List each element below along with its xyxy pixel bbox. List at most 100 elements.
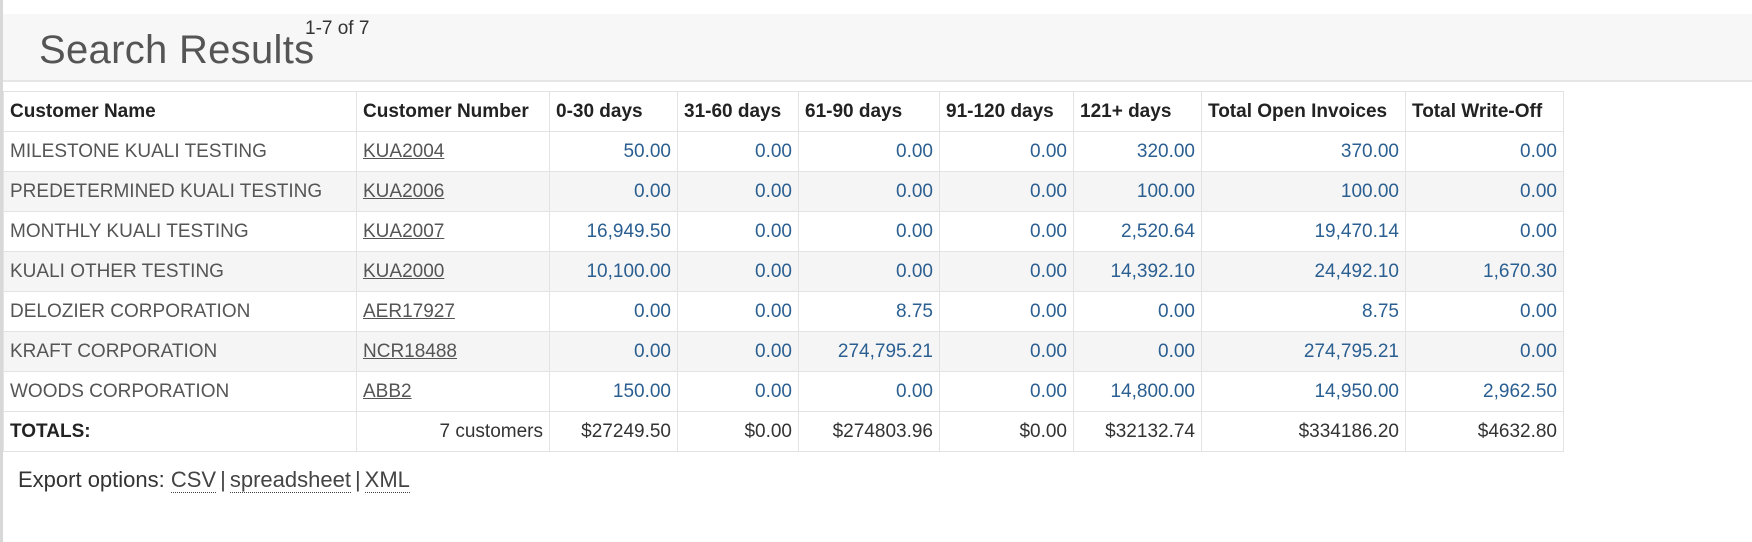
table-row: MONTHLY KUALI TESTING KUA2007 16,949.50 … xyxy=(3,211,1564,252)
amount-91-120: 0.00 xyxy=(939,371,1074,412)
amount-write-off: 0.00 xyxy=(1405,131,1564,172)
col-customer-name[interactable]: Customer Name xyxy=(3,91,357,132)
customer-number-link[interactable]: ABB2 xyxy=(363,380,412,402)
export-csv-link[interactable]: CSV xyxy=(170,467,217,493)
col-total-write-off[interactable]: Total Write-Off xyxy=(1405,91,1564,132)
amount-31-60: 0.00 xyxy=(677,331,799,372)
col-91-120-days[interactable]: 91-120 days xyxy=(939,91,1074,132)
amount-31-60: 0.00 xyxy=(677,291,799,332)
export-separator: | xyxy=(354,467,361,492)
totals-row: TOTALS: 7 customers $27249.50 $0.00 $274… xyxy=(3,411,1564,452)
customer-name: KRAFT CORPORATION xyxy=(3,331,357,372)
amount-31-60: 0.00 xyxy=(677,171,799,212)
amount-91-120: 0.00 xyxy=(939,171,1074,212)
amount-31-60: 0.00 xyxy=(677,371,799,412)
amount-91-120: 0.00 xyxy=(939,251,1074,292)
total-open-invoices: $334186.20 xyxy=(1201,411,1406,452)
customer-number-link[interactable]: KUA2006 xyxy=(363,180,445,202)
customer-name: PREDETERMINED KUALI TESTING xyxy=(3,171,357,212)
amount-91-120: 0.00 xyxy=(939,291,1074,332)
amount-121-plus: 320.00 xyxy=(1073,131,1202,172)
amount-31-60: 0.00 xyxy=(677,211,799,252)
amount-0-30: 50.00 xyxy=(549,131,678,172)
amount-121-plus: 2,520.64 xyxy=(1073,211,1202,252)
amount-0-30: 0.00 xyxy=(549,331,678,372)
customer-number-link[interactable]: AER17927 xyxy=(363,300,455,322)
export-separator: | xyxy=(220,467,226,492)
amount-61-90: 0.00 xyxy=(798,211,940,252)
table-row: KRAFT CORPORATION NCR18488 0.00 0.00 274… xyxy=(3,331,1564,372)
customer-number-link[interactable]: KUA2007 xyxy=(363,220,445,242)
amount-31-60: 0.00 xyxy=(677,131,799,172)
results-header: Search Results 1-7 of 7 xyxy=(3,14,1752,82)
col-0-30-days[interactable]: 0-30 days xyxy=(549,91,678,132)
customer-name: KUALI OTHER TESTING xyxy=(3,251,357,292)
amount-write-off: 0.00 xyxy=(1405,211,1564,252)
customer-name: DELOZIER CORPORATION xyxy=(3,291,357,332)
page-title: Search Results xyxy=(39,28,315,72)
header-row: Customer Name Customer Number 0-30 days … xyxy=(3,91,1564,132)
table-row: WOODS CORPORATION ABB2 150.00 0.00 0.00 … xyxy=(3,371,1564,412)
amount-total-open: 8.75 xyxy=(1201,291,1406,332)
amount-0-30: 0.00 xyxy=(549,291,678,332)
customer-name: WOODS CORPORATION xyxy=(3,371,357,412)
amount-0-30: 150.00 xyxy=(549,371,678,412)
result-range: 1-7 of 7 xyxy=(305,18,370,39)
export-options: Export options: CSV | spreadsheet | XML xyxy=(18,467,410,493)
table-row: PREDETERMINED KUALI TESTING KUA2006 0.00… xyxy=(3,171,1564,212)
total-31-60: $0.00 xyxy=(677,411,799,452)
total-121-plus: $32132.74 xyxy=(1073,411,1202,452)
amount-write-off: 2,962.50 xyxy=(1405,371,1564,412)
customer-name: MONTHLY KUALI TESTING xyxy=(3,211,357,252)
customer-name: MILESTONE KUALI TESTING xyxy=(3,131,357,172)
amount-total-open: 370.00 xyxy=(1201,131,1406,172)
amount-61-90: 0.00 xyxy=(798,371,940,412)
col-121-plus-days[interactable]: 121+ days xyxy=(1073,91,1202,132)
amount-write-off: 1,670.30 xyxy=(1405,251,1564,292)
table-row: MILESTONE KUALI TESTING KUA2004 50.00 0.… xyxy=(3,131,1564,172)
amount-total-open: 19,470.14 xyxy=(1201,211,1406,252)
amount-121-plus: 0.00 xyxy=(1073,291,1202,332)
total-0-30: $27249.50 xyxy=(549,411,678,452)
amount-total-open: 100.00 xyxy=(1201,171,1406,212)
amount-91-120: 0.00 xyxy=(939,211,1074,252)
amount-61-90: 0.00 xyxy=(798,131,940,172)
amount-61-90: 8.75 xyxy=(798,291,940,332)
total-91-120: $0.00 xyxy=(939,411,1074,452)
totals-label: TOTALS: xyxy=(3,411,357,452)
amount-0-30: 10,100.00 xyxy=(549,251,678,292)
col-total-open-invoices[interactable]: Total Open Invoices xyxy=(1201,91,1406,132)
customer-number-link[interactable]: NCR18488 xyxy=(363,340,457,362)
left-border xyxy=(0,0,3,542)
col-customer-number[interactable]: Customer Number xyxy=(356,91,550,132)
col-31-60-days[interactable]: 31-60 days xyxy=(677,91,799,132)
amount-0-30: 16,949.50 xyxy=(549,211,678,252)
amount-write-off: 0.00 xyxy=(1405,171,1564,212)
total-write-off: $4632.80 xyxy=(1405,411,1564,452)
amount-total-open: 274,795.21 xyxy=(1201,331,1406,372)
amount-91-120: 0.00 xyxy=(939,131,1074,172)
col-61-90-days[interactable]: 61-90 days xyxy=(798,91,940,132)
amount-121-plus: 0.00 xyxy=(1073,331,1202,372)
totals-customer-count: 7 customers xyxy=(356,411,550,452)
amount-121-plus: 14,392.10 xyxy=(1073,251,1202,292)
export-xml-link[interactable]: XML xyxy=(364,467,410,493)
total-61-90: $274803.96 xyxy=(798,411,940,452)
amount-91-120: 0.00 xyxy=(939,331,1074,372)
customer-number-link[interactable]: KUA2000 xyxy=(363,260,445,282)
amount-61-90: 0.00 xyxy=(798,251,940,292)
amount-121-plus: 14,800.00 xyxy=(1073,371,1202,412)
amount-61-90: 0.00 xyxy=(798,171,940,212)
customer-number-link[interactable]: KUA2004 xyxy=(363,140,445,162)
amount-total-open: 24,492.10 xyxy=(1201,251,1406,292)
export-spreadsheet-link[interactable]: spreadsheet xyxy=(229,467,351,493)
amount-61-90: 274,795.21 xyxy=(798,331,940,372)
table-row: DELOZIER CORPORATION AER17927 0.00 0.00 … xyxy=(3,291,1564,332)
amount-31-60: 0.00 xyxy=(677,251,799,292)
amount-121-plus: 100.00 xyxy=(1073,171,1202,212)
amount-total-open: 14,950.00 xyxy=(1201,371,1406,412)
results-table: Customer Name Customer Number 0-30 days … xyxy=(3,91,1564,452)
amount-write-off: 0.00 xyxy=(1405,291,1564,332)
table-row: KUALI OTHER TESTING KUA2000 10,100.00 0.… xyxy=(3,251,1564,292)
export-label: Export options: xyxy=(18,467,165,492)
